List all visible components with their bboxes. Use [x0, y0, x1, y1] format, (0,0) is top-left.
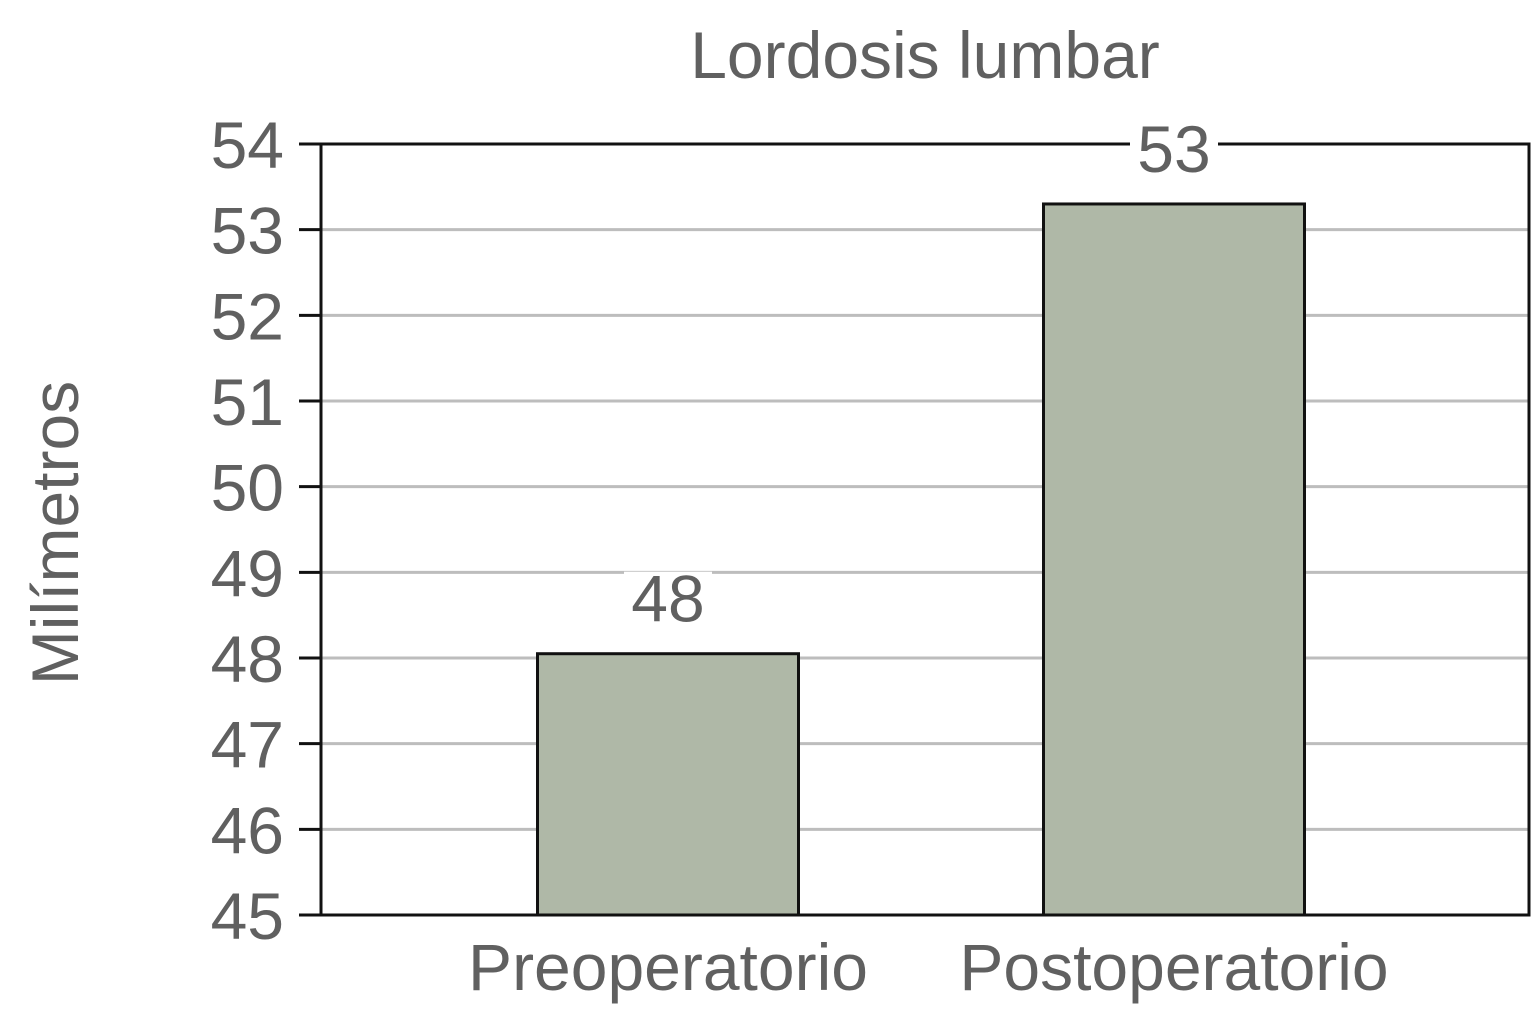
y-tick-label: 50 [211, 451, 284, 525]
y-tick-label: 48 [211, 622, 284, 696]
y-tick-label: 46 [211, 793, 284, 867]
data-label: 53 [1137, 112, 1210, 186]
bar-postoperatorio [1042, 202, 1306, 917]
data-label-backdrop [1130, 121, 1218, 180]
y-tick-label: 54 [211, 108, 284, 182]
y-tick-label: 49 [211, 536, 284, 610]
data-label-backdrop [624, 571, 712, 630]
x-axis-categories: Preoperatorio Postoperatorio [468, 930, 1389, 1004]
y-axis-ticks: 45 46 47 48 49 50 51 52 53 54 [211, 108, 321, 953]
plot-frame [319, 142, 1531, 917]
data-label: 48 [631, 562, 704, 636]
y-tick-label: 45 [211, 879, 284, 953]
x-category-label: Preoperatorio [468, 930, 868, 1004]
y-tick-label: 52 [211, 279, 284, 353]
bars [536, 202, 1306, 917]
data-labels: 48 53 [624, 112, 1218, 636]
bar-preoperatorio [536, 652, 800, 917]
y-axis-label: Milímetros [18, 381, 92, 685]
grid-lines [321, 228, 1529, 831]
plot-frame-border [319, 142, 1531, 917]
chart-title: Lordosis lumbar [690, 18, 1160, 92]
y-tick-label: 47 [211, 708, 284, 782]
x-category-label: Postoperatorio [959, 930, 1388, 1004]
y-tick-label: 51 [211, 365, 284, 439]
y-tick-label: 53 [211, 194, 284, 268]
